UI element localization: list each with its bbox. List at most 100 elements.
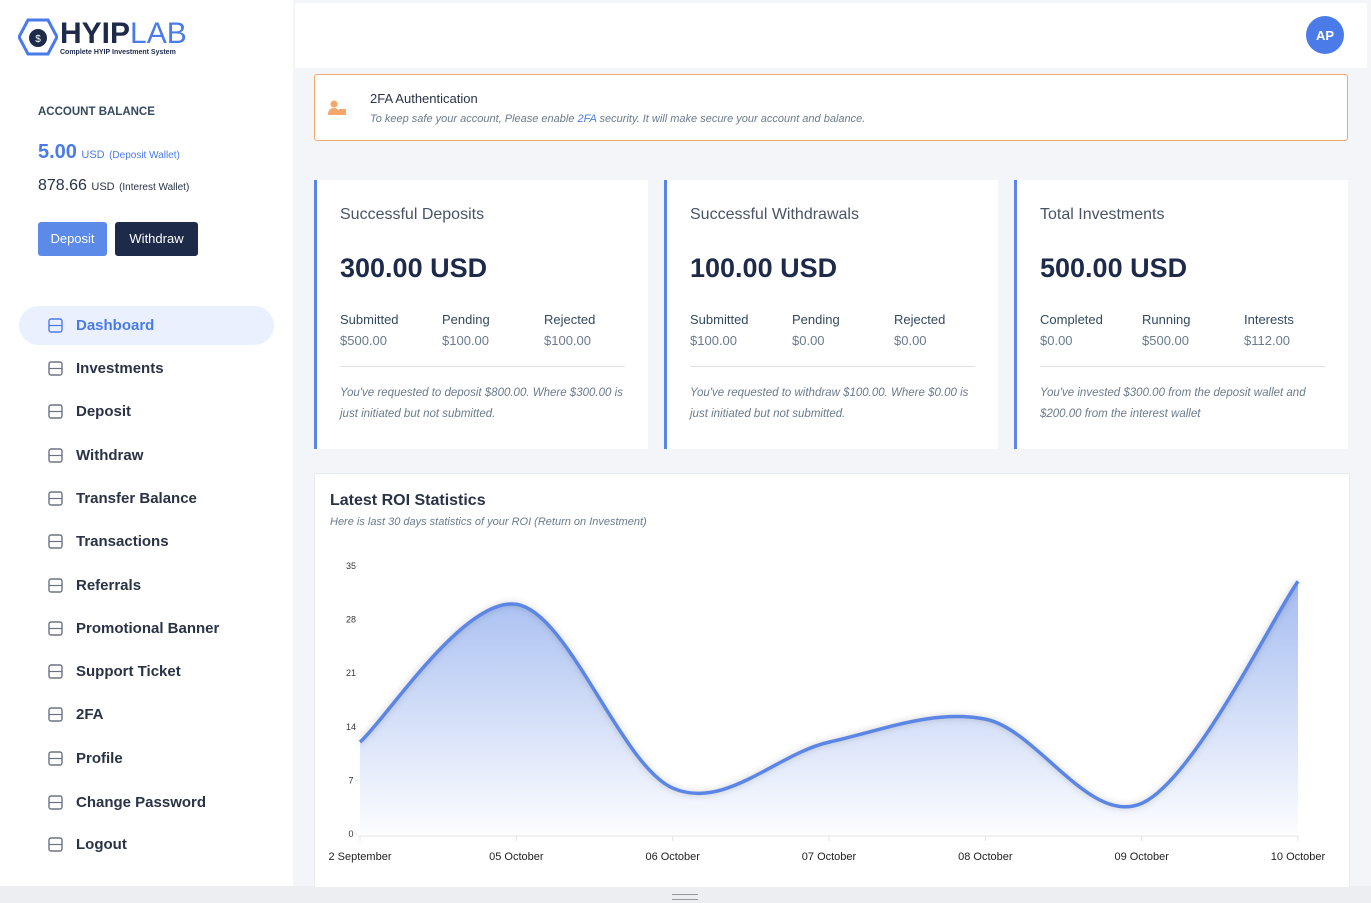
y-tick-label: 14 xyxy=(346,722,356,732)
logo-bold: HYIP xyxy=(60,16,131,50)
deposit-button[interactable]: Deposit xyxy=(38,222,107,256)
roi-line xyxy=(358,580,1300,809)
summary-card: Total Investments 500.00 USD Completed $0.0… xyxy=(1014,180,1348,449)
user-avatar[interactable]: AP xyxy=(1306,16,1344,54)
stat-label: Pending xyxy=(442,312,490,327)
roi-chart: 0 7 14 21 28 35 2 September 05 October 06 Octobe… xyxy=(329,561,1326,863)
card-divider xyxy=(340,366,625,367)
x-tick-label: 07 October xyxy=(802,851,857,863)
menu-item[interactable]: Change Password xyxy=(19,783,274,822)
menu-item[interactable]: Transactions xyxy=(19,522,274,561)
menu-label: 2FA xyxy=(76,706,104,723)
menu-label: Referrals xyxy=(76,577,142,594)
menu-item[interactable]: Support Ticket xyxy=(19,652,274,691)
card-divider xyxy=(1040,366,1325,367)
resize-handle[interactable] xyxy=(672,894,698,900)
svg-text:$: $ xyxy=(35,34,41,45)
menu-icon xyxy=(48,361,63,376)
stat-value: $500.00 xyxy=(1142,333,1189,348)
menu-item[interactable]: Referrals xyxy=(19,566,274,605)
alert-icon xyxy=(328,100,346,115)
menu-item[interactable]: Logout xyxy=(19,825,274,864)
balance-amount: 5.00 xyxy=(38,141,77,163)
card-title: Successful Withdrawals xyxy=(690,206,859,223)
menu-icon xyxy=(48,664,63,679)
menu-icon xyxy=(48,448,63,463)
balance-row: 878.66 USD (Interest Wallet) xyxy=(38,177,189,195)
stat-value: $0.00 xyxy=(1040,333,1073,348)
stat-value: $100.00 xyxy=(442,333,489,348)
menu-icon xyxy=(48,751,63,766)
menu-item[interactable]: Investments xyxy=(19,349,274,388)
x-tick-label: 05 October xyxy=(489,851,544,863)
y-tick-label: 7 xyxy=(348,775,353,785)
alert-text: To keep safe your account, Please enable… xyxy=(370,113,865,125)
menu-item[interactable]: 2FA xyxy=(19,695,274,734)
card-divider xyxy=(690,366,975,367)
menu-label: Transactions xyxy=(76,533,169,550)
menu-icon xyxy=(48,578,63,593)
menu-item[interactable]: Dashboard xyxy=(19,306,274,345)
x-tick-label: 10 October xyxy=(1271,851,1326,863)
menu-icon xyxy=(48,404,63,419)
menu-icon xyxy=(48,621,63,636)
balance-amount: 878.66 xyxy=(38,177,87,194)
top-header xyxy=(295,3,1367,68)
logo-light: LAB xyxy=(130,16,187,50)
menu-label: Profile xyxy=(76,750,123,767)
menu-label: Change Password xyxy=(76,794,207,811)
stat-label: Pending xyxy=(792,312,840,327)
balance-wallet: (Deposit Wallet) xyxy=(109,150,180,161)
stat-value: $100.00 xyxy=(690,333,737,348)
stat-value: $500.00 xyxy=(340,333,387,348)
x-tick-label: 08 October xyxy=(958,851,1013,863)
card-amount: 500.00 USD xyxy=(1040,253,1188,283)
withdraw-button[interactable]: Withdraw xyxy=(115,222,198,256)
menu-icon xyxy=(48,795,63,810)
card-amount: 300.00 USD xyxy=(340,253,488,283)
stat-label: Running xyxy=(1142,312,1191,327)
stat-label: Rejected xyxy=(894,312,946,327)
menu-icon xyxy=(48,534,63,549)
menu-label: Deposit xyxy=(76,403,132,420)
stat-label: Rejected xyxy=(544,312,596,327)
stat-label: Submitted xyxy=(340,312,399,327)
roi-area xyxy=(360,581,1298,834)
alert-title: 2FA Authentication xyxy=(370,91,478,106)
chart-subtitle: Here is last 30 days statistics of your … xyxy=(330,516,647,528)
menu-item[interactable]: Profile xyxy=(19,739,274,778)
alert-text-before: To keep safe your account, Please enable xyxy=(370,113,575,125)
card-title: Successful Deposits xyxy=(340,206,485,223)
stat-value: $100.00 xyxy=(544,333,591,348)
sidebar: $ HYIPLAB Complete HYIP Investment Syste… xyxy=(0,0,293,886)
summary-card: Successful Deposits 300.00 USD Submitted $5… xyxy=(314,180,648,449)
card-amount: 100.00 USD xyxy=(690,253,838,283)
menu-label: Transfer Balance xyxy=(76,490,197,507)
logo[interactable]: $ HYIPLAB Complete HYIP Investment Syste… xyxy=(18,18,187,56)
menu-label: Dashboard xyxy=(76,317,155,334)
balance-row: 5.00 USD (Deposit Wallet) xyxy=(38,141,180,164)
menu-icon xyxy=(48,837,63,852)
stat-label: Interests xyxy=(1244,312,1294,327)
menu-item[interactable]: Promotional Banner xyxy=(19,609,274,648)
menu-item[interactable]: Withdraw xyxy=(19,436,274,475)
menu-icon xyxy=(48,707,63,722)
stat-value: $112.00 xyxy=(1244,333,1291,348)
y-tick-label: 28 xyxy=(346,615,356,625)
balance-unit: USD xyxy=(81,149,105,161)
menu-item[interactable]: Deposit xyxy=(19,392,274,431)
alert-link[interactable]: 2FA xyxy=(577,113,597,125)
alert-2fa: 2FA Authentication To keep safe your acc… xyxy=(314,74,1348,141)
menu-label: Investments xyxy=(76,360,164,377)
card-note: You've requested to deposit $800.00. Whe… xyxy=(340,387,623,420)
menu-item[interactable]: Transfer Balance xyxy=(19,479,274,518)
menu-label: Support Ticket xyxy=(76,663,181,680)
alert-text-after: security. It will make secure your accou… xyxy=(599,113,866,125)
chart-title: Latest ROI Statistics xyxy=(330,492,486,509)
balance-label: ACCOUNT BALANCE xyxy=(38,106,155,118)
logo-icon: $ xyxy=(18,18,58,56)
x-tick-label: 2 September xyxy=(329,851,392,863)
balance-unit: USD xyxy=(91,181,115,193)
card-note: You've invested $300.00 from the deposit… xyxy=(1040,387,1306,420)
